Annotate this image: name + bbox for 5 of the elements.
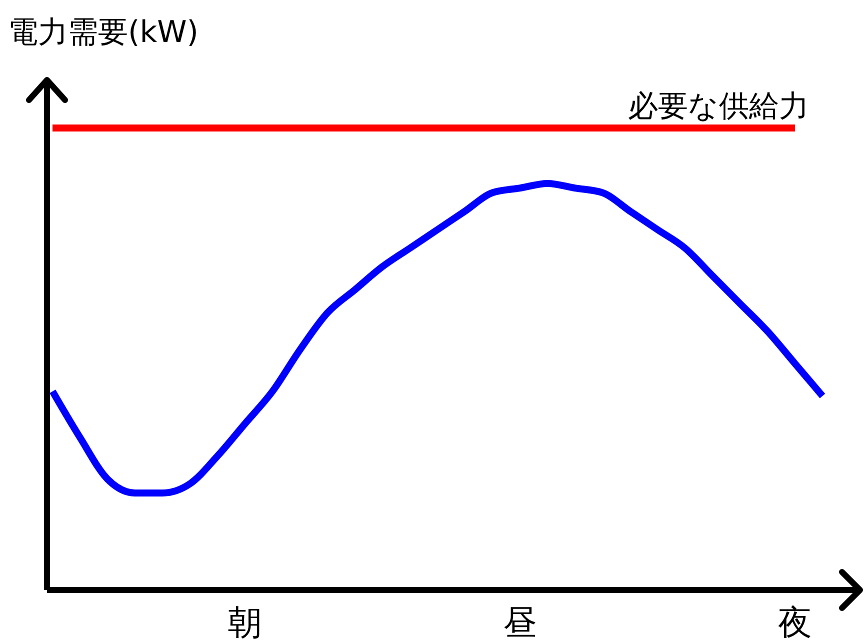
x-tick-label: 昼	[503, 603, 537, 643]
x-tick-label: 夜	[778, 603, 812, 643]
y-axis-title: 電力需要(kW)	[8, 15, 198, 50]
x-tick-label: 朝	[228, 603, 262, 643]
series-label: 必要な供給力	[628, 89, 809, 124]
